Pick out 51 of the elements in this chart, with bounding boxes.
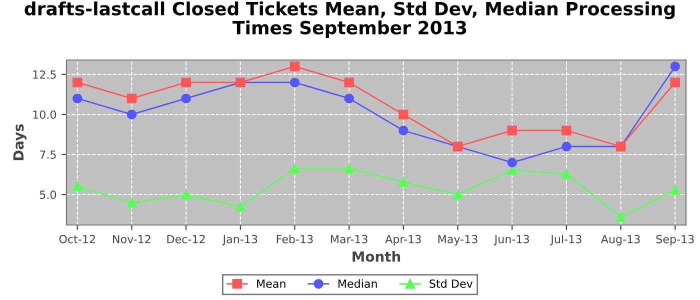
point [181, 94, 191, 104]
x-tick-label: Nov-12 [113, 234, 150, 244]
y-axis-title: Days [13, 124, 26, 160]
x-tick-label: Aug-13 [600, 234, 640, 246]
point [344, 94, 354, 104]
x-tick-label: Dec-12 [167, 234, 205, 244]
point [398, 126, 408, 136]
point [562, 169, 572, 179]
point [181, 190, 191, 200]
y-tick-label: 7.5 [40, 150, 56, 159]
x-tick-label: Jan-13 [222, 234, 258, 246]
point [72, 78, 82, 88]
point [72, 94, 82, 104]
point [507, 158, 517, 168]
point [398, 110, 408, 120]
point [290, 78, 300, 88]
point [181, 78, 191, 88]
y-tick-label: 10.0 [33, 110, 56, 119]
y-tick-label: 12.5 [33, 70, 56, 79]
x-tick-label: Feb-13 [276, 234, 313, 244]
legend-label: Median [338, 279, 377, 288]
point [616, 212, 626, 222]
legend-label: Mean [257, 280, 286, 288]
legend-label: Std Dev [430, 279, 473, 288]
x-tick-label: May-13 [438, 234, 478, 246]
chart-title: drafts-lastcall Closed Tickets Mean, Std Dev, Median Processing Times September 2013 [24, 2, 675, 38]
x-tick-label: Oct-12 [59, 234, 95, 244]
point [398, 177, 408, 187]
point [670, 62, 680, 72]
point [452, 190, 463, 200]
point [126, 94, 137, 104]
point [344, 164, 354, 174]
point [290, 62, 300, 72]
point [670, 78, 680, 88]
x-tick-label: Sep-13 [656, 234, 694, 246]
point [344, 78, 354, 88]
point [236, 202, 246, 212]
point [290, 164, 300, 174]
y-tick-label: 5.0 [40, 190, 56, 199]
point [126, 198, 137, 208]
point [562, 126, 572, 136]
point [670, 185, 680, 195]
x-tick-label: Apr-13 [385, 234, 421, 246]
x-axis-title: Month [352, 251, 400, 262]
x-tick-label: Jun-13 [494, 234, 529, 246]
point [562, 142, 572, 152]
point [126, 110, 137, 120]
x-tick-label: Jul-13 [550, 234, 582, 246]
point [72, 181, 82, 192]
x-tick-label: Mar-13 [330, 234, 368, 244]
point [507, 126, 517, 136]
